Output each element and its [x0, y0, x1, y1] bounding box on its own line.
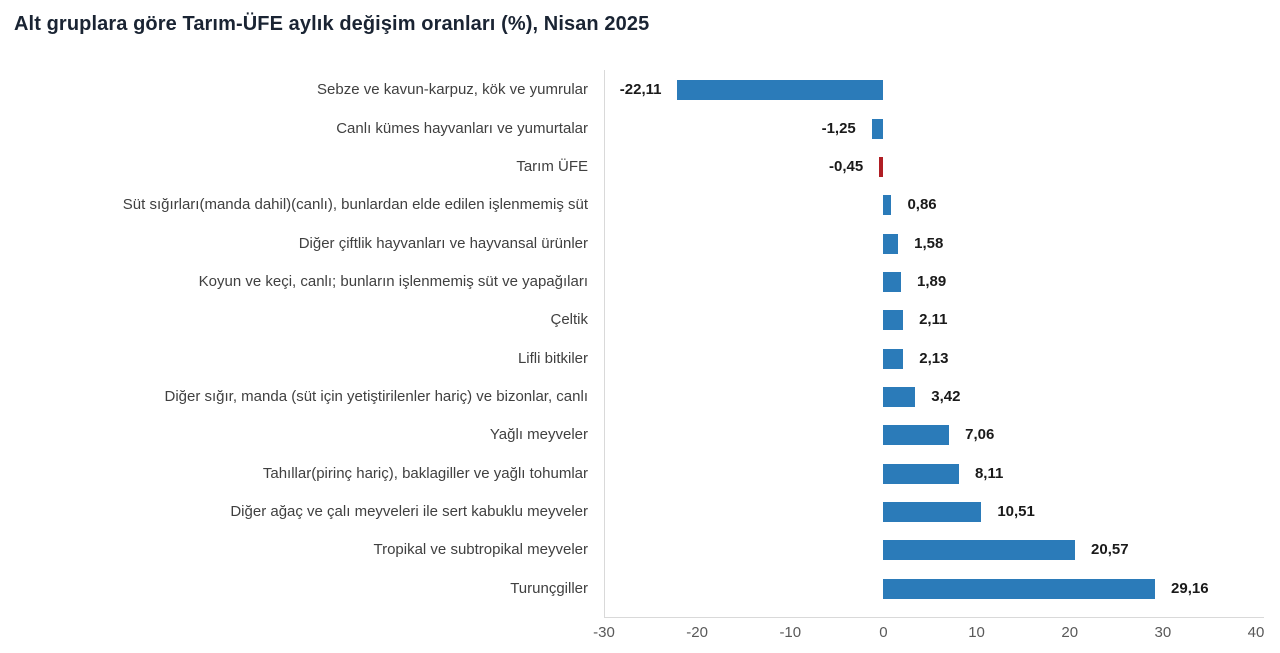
category-label: Koyun ve keçi, canlı; bunların işlenmemi…: [198, 272, 588, 290]
value-bar: [883, 463, 959, 484]
value-label: -22,11: [619, 81, 662, 99]
category-label: Tarım ÜFE: [516, 157, 588, 175]
value-label: 10,51: [997, 503, 1035, 521]
x-axis-tick-label: -10: [779, 624, 802, 641]
x-axis-tick-label: 20: [1061, 624, 1079, 641]
value-bar: [871, 118, 884, 139]
value-label: 8,11: [974, 464, 1004, 482]
category-label: Lifli bitkiler: [517, 349, 588, 367]
value-bar: [883, 271, 902, 292]
x-axis-tick-label: -30: [593, 624, 615, 641]
value-bar: [883, 310, 904, 331]
value-bar: [883, 348, 904, 369]
category-label: Çeltik: [550, 311, 588, 329]
category-label: Diğer sığır, manda (süt için yetiştirile…: [164, 387, 588, 405]
category-label: Canlı kümes hayvanları ve yumurtalar: [336, 119, 588, 137]
value-label: 3,42: [931, 387, 961, 405]
category-label: Turunçgiller: [510, 579, 588, 597]
y-axis-line: [604, 70, 605, 618]
x-axis-tick-label: 10: [968, 624, 985, 641]
value-label: 2,11: [919, 311, 948, 329]
value-bar: [883, 578, 1156, 599]
value-bar: [883, 425, 950, 446]
category-label: Yağlı meyveler: [489, 426, 588, 444]
value-bar: [677, 80, 884, 101]
x-axis-tick-label: 0: [879, 624, 888, 641]
x-axis-tick-label: 30: [1154, 624, 1172, 641]
x-axis-tick-label: -20: [686, 624, 708, 641]
category-label: Tropikal ve subtropikal meyveler: [373, 541, 588, 559]
value-label: 1,58: [914, 234, 944, 252]
value-bar: [883, 195, 892, 216]
category-label: Sebze ve kavun-karpuz, kök ve yumrular: [317, 81, 588, 99]
value-label: 29,16: [1171, 579, 1209, 597]
x-axis-tick-label: 40: [1247, 624, 1265, 641]
value-label: 1,89: [917, 272, 947, 290]
value-bar: [883, 386, 916, 407]
value-label: 2,13: [919, 349, 949, 367]
highlight-bar: [879, 156, 884, 177]
value-bar: [883, 540, 1076, 561]
x-axis-line: [604, 617, 1264, 618]
category-label: Diğer çiftlik hayvanları ve hayvansal ür…: [298, 234, 588, 252]
chart-title: Alt gruplara göre Tarım-ÜFE aylık değişi…: [14, 13, 650, 35]
value-label: -1,25: [821, 119, 856, 137]
value-label: 20,57: [1091, 541, 1129, 559]
category-label: Tahıllar(pirinç hariç), baklagiller ve y…: [262, 464, 588, 482]
value-label: -0,45: [829, 157, 864, 175]
value-bar: [883, 502, 982, 523]
category-label: Diğer ağaç ve çalı meyveleri ile sert ka…: [230, 503, 588, 521]
category-label: Süt sığırları(manda dahil)(canlı), bunla…: [122, 196, 588, 214]
value-label: 0,86: [907, 196, 937, 214]
value-bar: [883, 233, 899, 254]
value-label: 7,06: [965, 426, 995, 444]
